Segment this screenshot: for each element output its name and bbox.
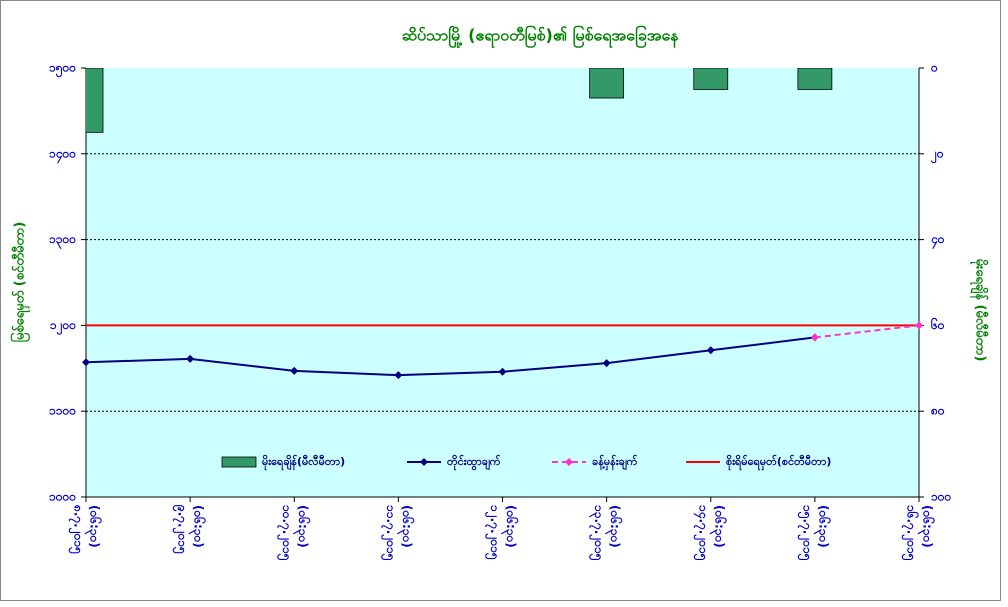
x-tick-label: ၁၆.၇.၂၀၁၅	[901, 505, 921, 561]
y-tick-label: ၁၅၀၀	[49, 61, 76, 79]
legend-marker	[565, 458, 573, 466]
marker	[186, 354, 195, 363]
y2-tick-label: ၂၀	[930, 146, 944, 164]
plot-area	[86, 68, 919, 497]
legend-label: စိုးရိမ်ရေမှတ်(စင်တီမီတာ)	[726, 454, 831, 471]
marker	[602, 359, 611, 368]
x-tick-label: (၀၆:၃၀)	[396, 505, 416, 548]
bar	[693, 68, 729, 90]
marker	[915, 321, 923, 330]
x-tick-label: ၁၁.၇.၂၀၁၅	[380, 505, 398, 561]
legend-label: မိုးရေချိန်(မီလီမီတာ)	[262, 454, 345, 471]
y2-tick-label: ၈၀	[930, 404, 945, 418]
line	[85, 336, 815, 377]
x-tick-label: ၁၄.၇.၂၀၁၅	[692, 505, 710, 561]
y-tick-label: ၁၃၀၀	[49, 232, 76, 250]
x-tick-label: (၀၆:၃၀)	[500, 505, 520, 548]
y-axis-label: မြစ်ရေမှတ် (စင်တီမီတာ)	[10, 222, 31, 343]
marker	[290, 366, 299, 375]
y2-tick-label: ၀	[930, 61, 938, 75]
y2-axis-label: မိုးရေချိန် (မီလီမီတာ)	[970, 259, 990, 362]
bar	[589, 68, 625, 99]
bar	[86, 68, 104, 133]
x-tick-label: ၁၅.၇.၂၀၁၅	[796, 505, 814, 561]
marker	[810, 333, 819, 342]
x-tick-label: ၉.၇.၂၀၁၅	[172, 504, 190, 554]
legend-swatch	[221, 456, 257, 468]
x-tick-label: ၁၂.၇.၂၀၁၅	[484, 505, 502, 560]
line	[814, 324, 920, 339]
bar	[797, 68, 833, 90]
marker	[394, 371, 403, 380]
x-tick-label: (၀၆:၃၀)	[292, 505, 312, 548]
x-tick-label: (၀၆:၃၀)	[917, 505, 937, 548]
plot	[86, 68, 919, 327]
y2-tick-label: ၁၀၀	[931, 490, 952, 504]
x-tick-label: ၁၀.၇.၂၀၁၅	[276, 505, 294, 561]
x-tick-label: (၀၆:၃၀)	[84, 505, 104, 548]
y2-tick-label: ၄၀	[930, 232, 945, 250]
x-tick-label: (၀၆:၃၀)	[812, 505, 832, 548]
legend-marker	[420, 458, 428, 466]
marker	[706, 346, 715, 355]
y-tick-label: ၁၄၀၀	[49, 146, 76, 164]
y-tick-label: ၁၁၀၀	[49, 404, 76, 418]
x-tick-label: ၈.၇.၂၀၁၅	[68, 504, 86, 554]
x-tick-label: ၁၃.၇.၂၀၁၅	[588, 505, 606, 561]
x-tick-label: (၀၆:၃၀)	[708, 505, 728, 548]
y2-tick-label: ၆၀	[930, 316, 945, 332]
legend-label: တိုင်းထွာချက်	[447, 454, 501, 471]
y-tick-label: ၁၂၀၀	[50, 318, 76, 336]
marker	[498, 367, 507, 376]
x-tick-label: (၀၆:၃၀)	[188, 505, 208, 548]
y-tick-label: ၁၀၀၀	[49, 490, 76, 504]
marker	[82, 358, 90, 367]
x-tick-label: (၀၆:၃၀)	[604, 505, 624, 548]
legend-label: ခန့်မှန်းချက်	[592, 454, 638, 471]
